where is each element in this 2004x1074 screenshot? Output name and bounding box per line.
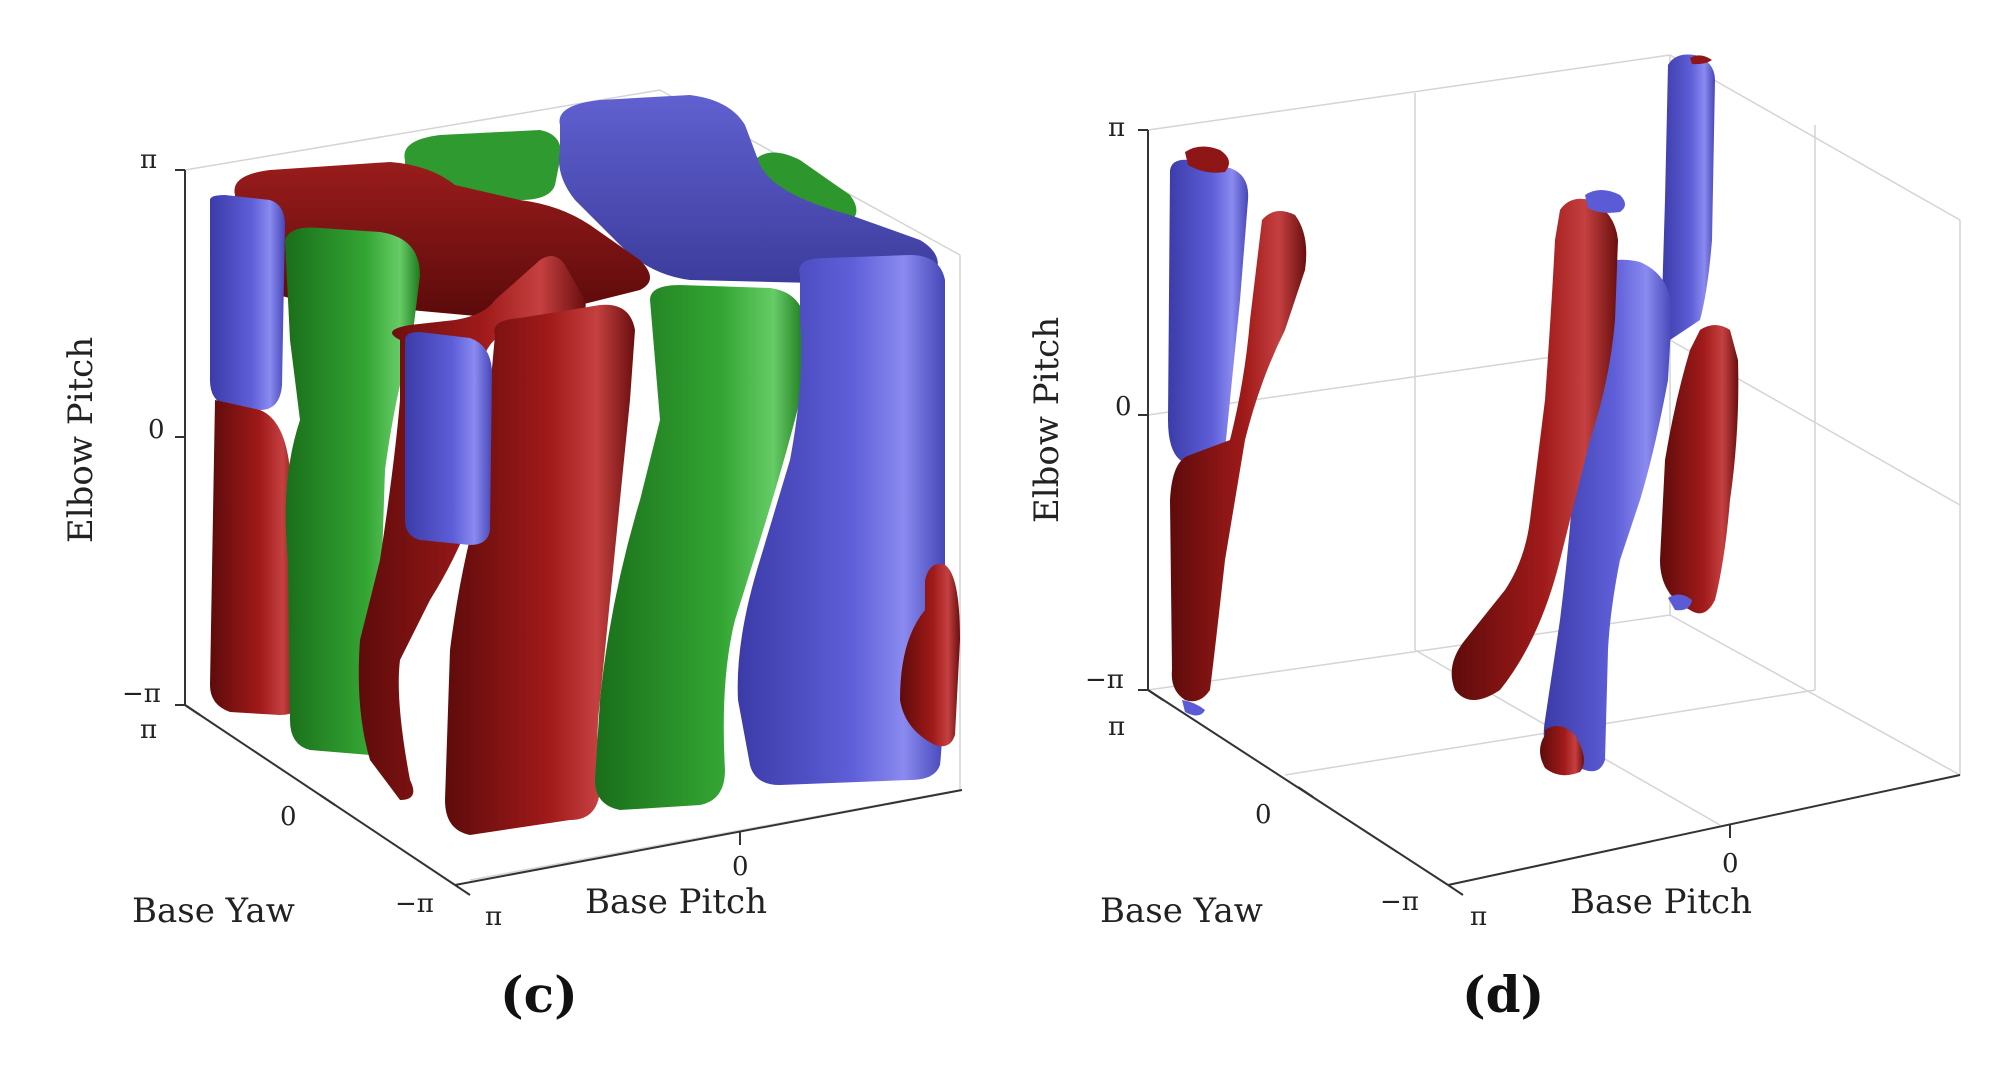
panel-d-caption: (d) <box>1462 965 1544 1024</box>
panel-d-xlabel: Base Pitch <box>1570 882 1752 922</box>
panel-d-z-ticks: π 0 −π <box>1085 113 1132 695</box>
panel-c-ylabel: Base Yaw <box>132 891 295 931</box>
panel-c-z-tick-bottom: −π <box>122 679 161 709</box>
panel-c-yaw-tick-pi: π <box>140 715 157 745</box>
blue-region-mid-block <box>405 332 492 545</box>
red-region-left-column <box>1170 211 1307 702</box>
panel-d-axes <box>1138 129 1961 896</box>
blue-region-left <box>210 195 285 410</box>
red-region-front-slab <box>445 304 635 835</box>
blue-region-tall-column <box>1661 54 1715 340</box>
panel-c-yaw-tick-negpi: −π <box>395 889 434 919</box>
panel-c-pitch-ticks: π 0 <box>485 852 749 932</box>
panel-d-regions <box>1168 54 1739 776</box>
panel-c-yaw-tick-zero: 0 <box>280 802 297 832</box>
panel-d-yaw-ticks: π 0 −π <box>1108 712 1419 917</box>
panel-c-yaw-ticks: π 0 −π <box>140 715 434 919</box>
panel-c-pitch-tick-zero: 0 <box>732 852 749 882</box>
red-region-right-back <box>1660 325 1739 614</box>
panel-c-z-tick-mid: 0 <box>148 415 165 445</box>
panel-c-caption: (c) <box>500 965 578 1024</box>
blue-region-left-column <box>1168 159 1249 466</box>
panel-d-pitch-tick-zero: 0 <box>1722 849 1739 879</box>
panel-d-yaw-tick-zero: 0 <box>1255 800 1272 830</box>
panel-d-ylabel: Base Yaw <box>1100 891 1263 931</box>
panel-d-z-tick-bottom: −π <box>1085 665 1124 695</box>
panel-c: π 0 −π π 0 −π π 0 Elbow Pitch Base Yaw B… <box>61 89 963 1024</box>
blue-region-central-column <box>1543 259 1672 772</box>
panel-c-xlabel: Base Pitch <box>585 882 767 922</box>
panel-d-z-tick-mid: 0 <box>1115 392 1132 422</box>
red-region-left-top-blob <box>1185 146 1229 173</box>
panel-d-zlabel: Elbow Pitch <box>1027 317 1067 523</box>
panel-c-regions <box>210 95 960 835</box>
panel-d-yaw-tick-negpi: −π <box>1380 887 1419 917</box>
blue-region-small-right <box>1668 594 1692 611</box>
panel-c-zlabel: Elbow Pitch <box>61 337 101 543</box>
panel-d-pitch-tick-pi: π <box>1470 902 1487 932</box>
panel-d-z-tick-top: π <box>1108 113 1125 143</box>
red-region-right-piece <box>900 564 960 747</box>
panel-c-z-ticks: π 0 −π <box>122 145 165 709</box>
panel-c-z-tick-top: π <box>140 145 157 175</box>
panel-c-axes <box>175 169 963 896</box>
panel-d: π 0 −π π 0 −π π 0 Elbow Pitch Base Yaw B… <box>1027 54 1961 1024</box>
green-region-column-2 <box>595 285 805 810</box>
blue-region-top <box>559 95 938 285</box>
red-region-tall-tip <box>1690 55 1712 65</box>
red-region-central-bottom <box>1540 726 1584 776</box>
blue-region-central-top-blob <box>1585 190 1625 213</box>
red-region-left-column <box>210 400 301 715</box>
panel-c-pitch-tick-pi: π <box>485 902 502 932</box>
blue-region-left-foot <box>1182 700 1205 716</box>
green-region-column-1 <box>285 227 420 755</box>
panel-d-yaw-tick-pi: π <box>1108 712 1125 742</box>
red-region-central-column <box>1451 198 1618 700</box>
panel-d-pitch-ticks: π 0 <box>1470 849 1739 932</box>
blue-region-front-slab <box>737 255 945 785</box>
